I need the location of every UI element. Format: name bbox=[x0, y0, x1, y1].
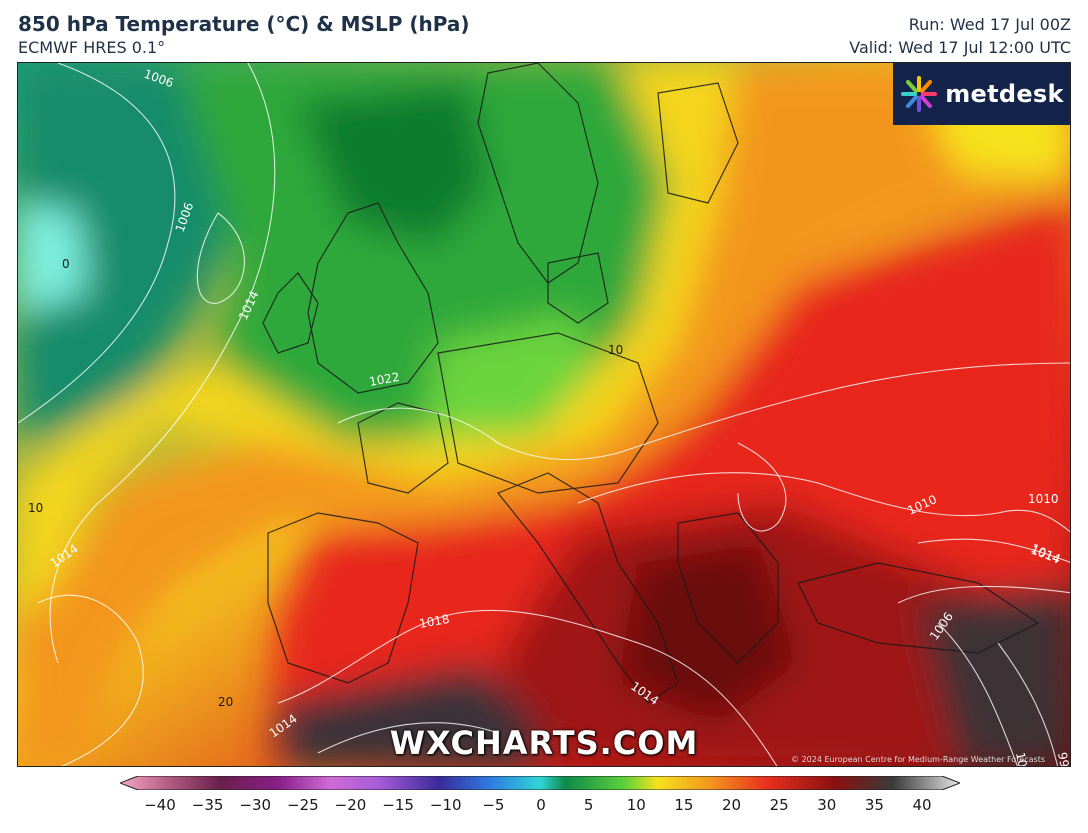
scale-tick-label: −30 bbox=[239, 796, 272, 814]
scale-tick-label: 40 bbox=[912, 796, 932, 814]
valid-label: Valid: Wed 17 Jul 12:00 UTC bbox=[849, 38, 1071, 57]
temp-labels: 0 10 10 20 20 bbox=[28, 257, 623, 709]
scale-tick-label: −10 bbox=[429, 796, 462, 814]
temp-label: 10 bbox=[28, 501, 43, 515]
copyright-credits: © 2024 European Centre for Medium-Range … bbox=[791, 755, 1045, 764]
temp-label: 10 bbox=[608, 343, 623, 357]
model-label: ECMWF HRES 0.1° bbox=[18, 38, 166, 57]
scale-tick-label: −40 bbox=[144, 796, 176, 814]
coastlines bbox=[262, 63, 1040, 704]
scale-tick-label: 0 bbox=[536, 796, 546, 814]
metdesk-brand: metdesk bbox=[945, 80, 1064, 108]
run-label: Run: Wed 17 Jul 00Z bbox=[908, 15, 1071, 34]
scale-tick-label: −20 bbox=[334, 796, 367, 814]
scale-tick-label: 20 bbox=[721, 796, 742, 814]
scale-tick-label: −5 bbox=[482, 796, 505, 814]
scale-tick-label: 25 bbox=[769, 796, 789, 814]
weather-map[interactable]: 1006 1006 1014 1022 1014 1018 1014 1014 … bbox=[17, 62, 1071, 767]
isobar-label: 1022 bbox=[368, 370, 401, 389]
wxcharts-watermark: WXCHARTS.COM bbox=[389, 724, 699, 762]
temp-label: 20 bbox=[218, 695, 233, 709]
scale-tick-label: 5 bbox=[583, 796, 594, 814]
starburst-icon bbox=[901, 76, 938, 112]
scale-tick-label: −25 bbox=[287, 796, 319, 814]
scale-tick-label: −15 bbox=[382, 796, 414, 814]
scale-tick-label: 15 bbox=[674, 796, 694, 814]
scale-tick-label: 35 bbox=[864, 796, 884, 814]
scale-tick-label: 30 bbox=[817, 796, 837, 814]
isobar-label: 1002 bbox=[1013, 751, 1032, 767]
color-scale-bar bbox=[120, 776, 960, 790]
isobar-label: 1010 bbox=[1028, 492, 1059, 506]
chart-title: 850 hPa Temperature (°C) & MSLP (hPa) bbox=[18, 12, 470, 36]
scale-tick-label: −35 bbox=[191, 796, 224, 814]
color-scale-ticks: −40 −35 −30 −25 −20 −15 −10 −5 0 5 10 15 20 25 30 35 40 bbox=[0, 796, 1088, 820]
scale-tick-label: 10 bbox=[626, 796, 646, 814]
temp-label: 0 bbox=[62, 257, 70, 271]
temperature-field: 1006 1006 1014 1022 1014 1018 1014 1014 … bbox=[18, 63, 1071, 767]
isobar-label: 1018 bbox=[418, 612, 451, 631]
isobars bbox=[18, 63, 1070, 766]
isobar-label: 998 bbox=[1055, 751, 1071, 767]
metdesk-logo: metdesk bbox=[893, 63, 1070, 125]
